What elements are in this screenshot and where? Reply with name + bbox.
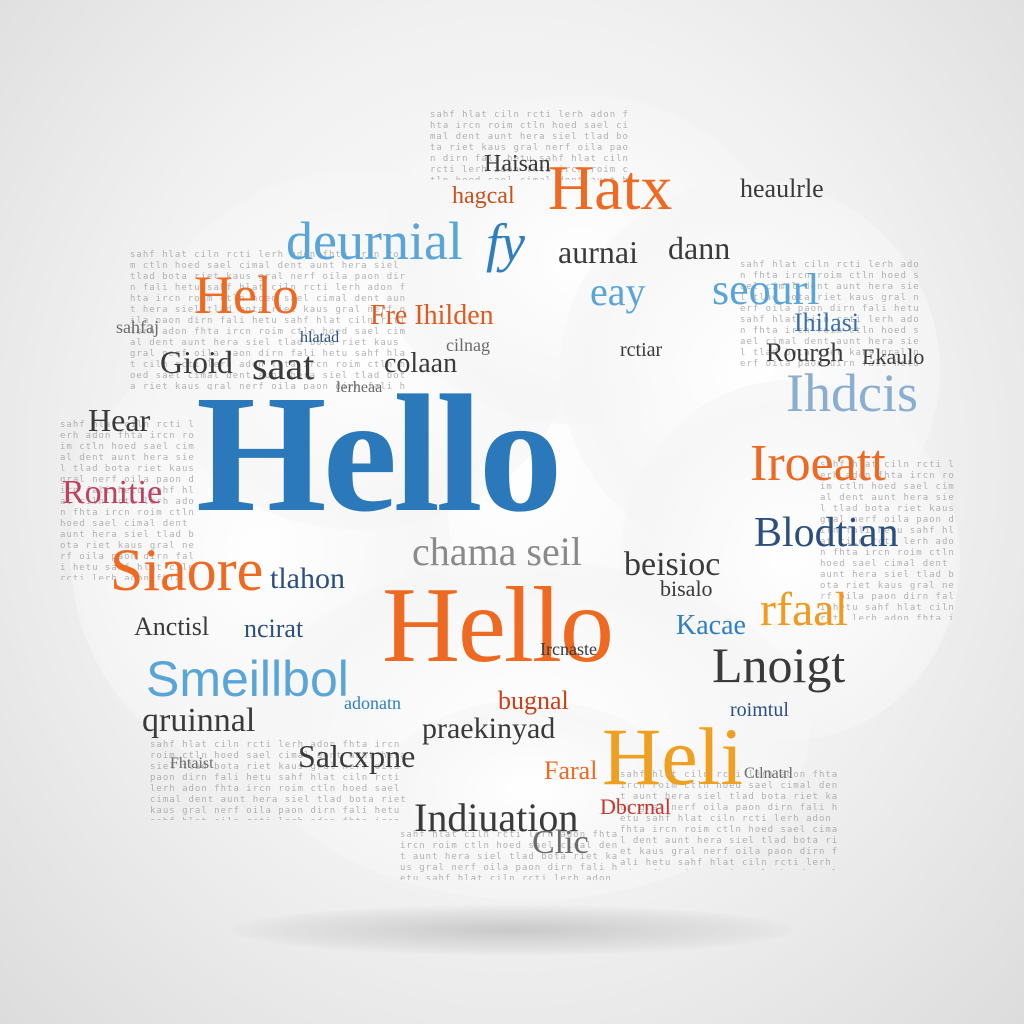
word-fy: fy — [486, 213, 525, 273]
word-lhilasi: Ihilasi — [794, 308, 859, 337]
filler-text-block: sahf hlat ciln rcti lerh adon fhta ircn … — [820, 460, 955, 620]
word-thahon: tlahon — [270, 562, 345, 595]
filler-text-block: sahf hlat ciln rcti lerh adon fhta ircn … — [60, 420, 195, 580]
word-small: Ircnaste — [540, 639, 597, 659]
word-faral: Faral — [544, 756, 598, 785]
word-small: rctiar — [620, 339, 663, 361]
cloud-blob-base — [380, 700, 680, 880]
word-rfaal: rfaal — [760, 583, 848, 636]
word-siaore: Siaore — [110, 537, 264, 603]
word-beisioc: beisioc — [624, 546, 721, 583]
word-clic: Clic — [532, 824, 589, 861]
word-small: roimtul — [730, 699, 789, 721]
word-heaulou: heaulrle — [740, 174, 824, 203]
word-ekaulo: Ekaulo — [862, 344, 925, 369]
word-haisan: Haisan — [484, 151, 551, 177]
word-kacae: Kacae — [676, 610, 746, 641]
filler-text-block: sahf hlat ciln rcti lerh adon fhta ircn … — [430, 110, 629, 180]
word-ronte: Ronitie — [62, 474, 163, 511]
filler-text-block: sahf hlat ciln rcti lerh adon fhta ircn … — [130, 250, 406, 390]
word-bialcs: bisalo — [660, 576, 713, 601]
word-qruinnal: qruinnal — [142, 702, 256, 739]
word-bugnal: bugnal — [498, 686, 569, 715]
word-ncirat: ncirat — [244, 614, 304, 643]
word-smeillbol: Smeillbol — [146, 651, 349, 707]
word-hello-orange: Hello — [382, 566, 614, 685]
word-hatx: Hatx — [548, 152, 673, 223]
word-small: cilnag — [446, 335, 490, 355]
word-blodtian: Blodtian — [754, 510, 899, 556]
word-anctisl: Anctisl — [134, 612, 210, 641]
word-lhdcis: Ihdcis — [786, 363, 918, 423]
word-lnoigt: Lnoigt — [712, 637, 846, 693]
word-small: Ctlnatrl — [744, 765, 793, 782]
word-saat: saat — [252, 343, 315, 388]
word-small: adonatn — [344, 693, 401, 713]
word-small: Fhtaist — [170, 755, 214, 772]
word-rourgh: Rourgh — [766, 338, 844, 367]
word-gioid: Gioid — [160, 344, 233, 380]
word-dbcrnal: Dbcrnal — [600, 794, 671, 819]
filler-text-block: sahf hlat ciln rcti lerh adon fhta ircn … — [740, 260, 920, 369]
ground-shadow — [232, 905, 792, 955]
filler-text-block: sahf hlat ciln rcti lerh adon fhta ircn … — [150, 740, 407, 820]
word-heer: Hear — [88, 402, 151, 438]
word-indiuation: Indiuation — [414, 795, 579, 840]
word-salsxpne: Salcxpne — [298, 738, 416, 774]
word-ironri: Iroeatt — [750, 435, 886, 492]
word-heli: Heli — [602, 711, 744, 802]
filler-text-block: sahf hlat ciln rcti lerh adon fhta ircn … — [400, 830, 619, 880]
word-hello-main: Hello — [196, 361, 563, 547]
word-small: hlatad — [300, 329, 340, 346]
word-seourl: seourl — [712, 265, 820, 314]
word-dann: dann — [668, 230, 731, 266]
word-eay: eay — [590, 269, 646, 314]
word-chama-sell: chama seil — [412, 529, 582, 574]
word-praekinyad: praekinyad — [422, 712, 556, 745]
filler-text-block: sahf hlat ciln rcti lerh adon fhta ircn … — [620, 770, 839, 870]
word-hagcal: hagcal — [452, 183, 515, 209]
word-aurnai: aurnai — [558, 234, 638, 270]
word-helo: Helo — [194, 265, 299, 325]
word-deurnial: deurnial — [286, 211, 463, 271]
word-small: sahfaj — [116, 317, 159, 337]
word-small: lerheaa — [336, 379, 383, 396]
word-coalan: colaan — [384, 348, 458, 379]
word-fre-hidem: Fre Ihilden — [370, 300, 494, 331]
